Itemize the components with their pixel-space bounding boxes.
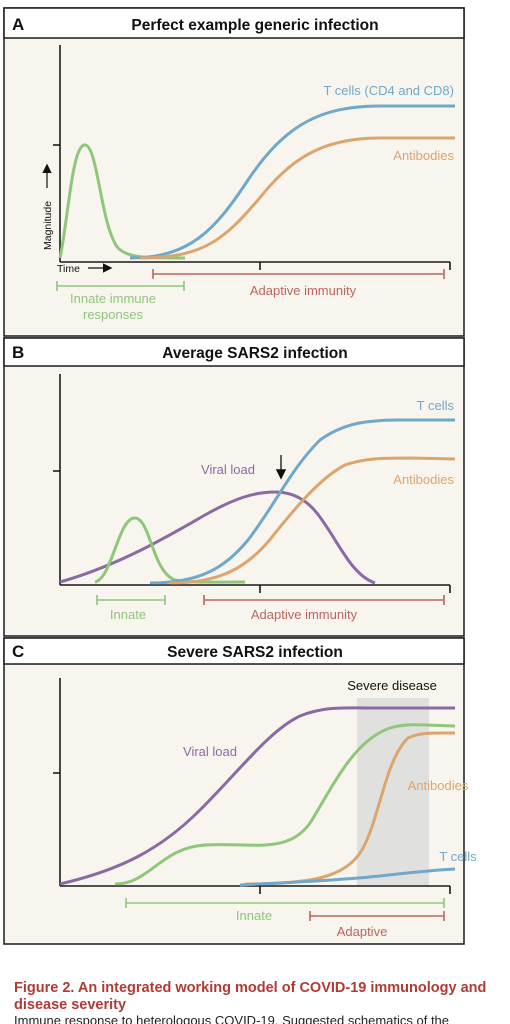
panel-c-antibodies-label: Antibodies bbox=[408, 778, 469, 793]
panel-b-letter: B bbox=[12, 343, 24, 362]
panel-a-frame bbox=[3, 7, 465, 337]
body-text-fragment: Immune response to heterologous COVID-19… bbox=[14, 1014, 450, 1024]
panel-c-t-cells-curve bbox=[239, 867, 456, 887]
panel-a-antibodies-curve bbox=[139, 136, 455, 260]
panel-b: B Average SARS2 infection T cells Antibo… bbox=[3, 337, 465, 637]
panel-c-adaptive-label: Adaptive bbox=[337, 924, 388, 939]
panel-a-adaptive-label: Adaptive immunity bbox=[250, 283, 357, 298]
panel-a: A Perfect example generic infection Magn… bbox=[3, 7, 465, 337]
panel-b-viral-load-label: Viral load bbox=[201, 462, 255, 477]
panel-c-viral-load-label: Viral load bbox=[183, 744, 237, 759]
panel-a-innate-label-1: Innate immune bbox=[70, 291, 156, 306]
panel-b-adaptive-label: Adaptive immunity bbox=[251, 607, 358, 622]
figure-panels: A Perfect example generic infection Magn… bbox=[3, 7, 477, 945]
panel-a-x-axis-label: Time bbox=[57, 263, 80, 275]
panel-c-t-cells-label: T cells bbox=[439, 849, 477, 864]
panel-a-innate-curve bbox=[58, 143, 186, 260]
panel-c-title: Severe SARS2 infection bbox=[167, 644, 343, 661]
panel-a-antibodies-label: Antibodies bbox=[393, 148, 454, 163]
panel-c-antibodies-curve bbox=[244, 731, 456, 886]
panel-b-innate-curve bbox=[94, 516, 246, 584]
panel-a-t-cells-curve bbox=[129, 104, 455, 260]
panel-b-antibodies-label: Antibodies bbox=[393, 472, 454, 487]
panel-a-innate-label-2: responses bbox=[83, 307, 143, 322]
panel-a-t-cells-label: T cells (CD4 and CD8) bbox=[323, 83, 454, 98]
panel-b-frame bbox=[3, 337, 465, 637]
panel-c-title-band bbox=[3, 637, 465, 665]
panel-a-title: Perfect example generic infection bbox=[131, 17, 378, 34]
panel-c-innate-label: Innate bbox=[236, 908, 272, 923]
panel-c-letter: C bbox=[12, 642, 24, 661]
panel-c-viral-load-curve bbox=[59, 706, 455, 886]
panel-b-viral-load-curve bbox=[59, 490, 376, 585]
panel-c-severe-label: Severe disease bbox=[347, 678, 437, 693]
panel-b-title: Average SARS2 infection bbox=[162, 345, 347, 362]
panel-b-title-band bbox=[3, 337, 465, 367]
panel-b-t-cells-label: T cells bbox=[417, 398, 455, 413]
panel-a-title-band bbox=[3, 7, 465, 39]
panel-b-innate-label: Innate bbox=[110, 607, 146, 622]
figure-caption: Figure 2. An integrated working model of… bbox=[14, 980, 487, 1013]
panel-c-severe-shading bbox=[357, 698, 429, 886]
panel-b-antibodies-curve bbox=[169, 456, 456, 585]
panel-a-letter: A bbox=[12, 15, 24, 34]
panel-c-innate-curve bbox=[114, 723, 456, 886]
panel-a-y-axis-label: Magnitude bbox=[42, 201, 54, 250]
panel-c: C Severe SARS2 infection Severe disease … bbox=[3, 637, 477, 945]
panel-b-t-cells-curve bbox=[149, 418, 455, 585]
